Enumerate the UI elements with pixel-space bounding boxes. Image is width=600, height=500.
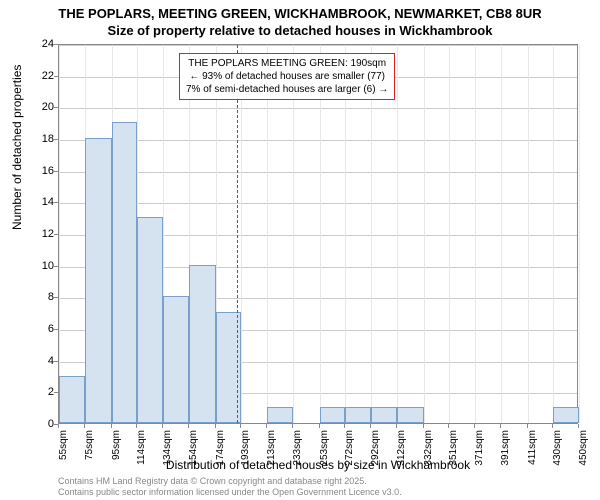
property-size-chart: THE POPLARS, MEETING GREEN, WICKHAMBROOK… [0, 0, 600, 500]
annotation-box: THE POPLARS MEETING GREEN: 190sqm← 93% o… [179, 53, 395, 100]
histogram-bar [137, 217, 163, 423]
histogram-bar [267, 407, 293, 423]
histogram-bar [553, 407, 579, 423]
histogram-bar [345, 407, 371, 423]
histogram-bar [163, 296, 189, 423]
chart-title: THE POPLARS, MEETING GREEN, WICKHAMBROOK… [0, 0, 600, 40]
y-tick-label: 10 [42, 260, 54, 272]
y-tick-label: 24 [42, 38, 54, 50]
histogram-bar [59, 376, 85, 424]
y-tick-label: 18 [42, 133, 54, 145]
annotation-line: THE POPLARS MEETING GREEN: 190sqm [186, 57, 388, 70]
x-tick-label: 450sqm [578, 430, 589, 470]
attribution-line-1: Contains HM Land Registry data © Crown c… [58, 476, 402, 487]
histogram-bar [397, 407, 423, 423]
histogram-bar [112, 122, 137, 423]
y-tick-label: 12 [42, 228, 54, 240]
histogram-bar [320, 407, 345, 423]
attribution-text: Contains HM Land Registry data © Crown c… [58, 476, 402, 498]
attribution-line-2: Contains public sector information licen… [58, 487, 402, 498]
y-tick-label: 20 [42, 101, 54, 113]
annotation-line: ← 93% of detached houses are smaller (77… [186, 70, 388, 83]
y-tick-label: 22 [42, 70, 54, 82]
y-tick-label: 16 [42, 165, 54, 177]
histogram-bar [371, 407, 397, 423]
plot-area: THE POPLARS MEETING GREEN: 190sqm← 93% o… [58, 44, 578, 424]
title-line-2: Size of property relative to detached ho… [0, 23, 600, 40]
histogram-bar [189, 265, 215, 423]
y-axis-label: Number of detached properties [10, 65, 24, 230]
x-axis-label: Distribution of detached houses by size … [58, 458, 578, 472]
y-tick-label: 14 [42, 196, 54, 208]
annotation-line: 7% of semi-detached houses are larger (6… [186, 83, 388, 96]
title-line-1: THE POPLARS, MEETING GREEN, WICKHAMBROOK… [0, 6, 600, 23]
histogram-bar [85, 138, 111, 423]
